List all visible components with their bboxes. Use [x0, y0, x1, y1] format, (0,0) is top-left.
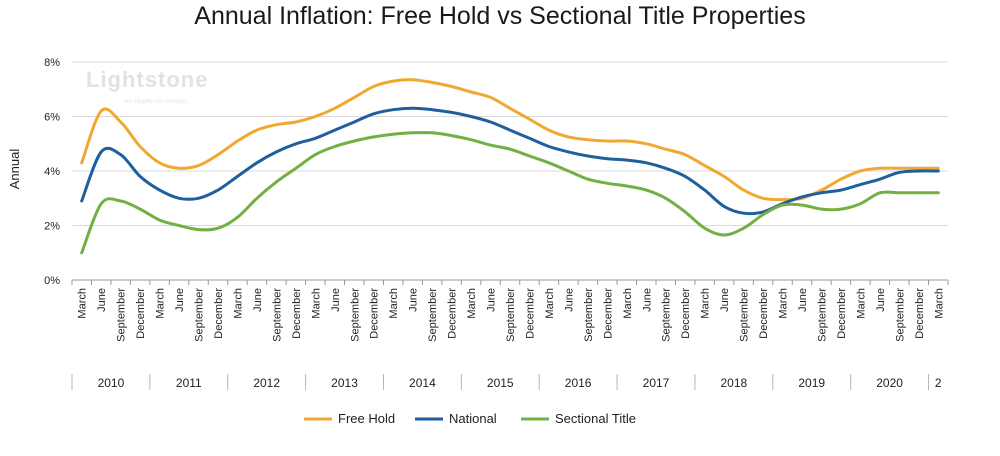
year-label: 2012 — [253, 376, 280, 390]
year-label: 2011 — [176, 376, 202, 390]
x-axis: March June September December March June Septe… — [71, 280, 949, 390]
x-tick-label: December — [369, 288, 381, 339]
legend-label-sectional-title: Sectional Title — [555, 411, 636, 426]
x-tick-label: December — [524, 288, 536, 339]
x-tick-label: June — [641, 288, 653, 312]
series-line-sectional-title — [80, 131, 940, 255]
x-tick-label: June — [563, 288, 575, 312]
x-tick-label: December — [836, 288, 848, 339]
y-tick-label: 0% — [44, 275, 60, 287]
x-tick-label: December — [447, 288, 459, 339]
series-line-free-hold — [80, 78, 940, 202]
y-axis-title: Annual — [7, 149, 22, 190]
year-label: 2017 — [643, 376, 670, 390]
legend-label-national: National — [449, 411, 497, 426]
y-axis: 0% 2% 4% 6% 8% — [44, 57, 60, 287]
chart-title: Annual Inflation: Free Hold vs Sectional… — [194, 2, 806, 30]
x-tick-label: March — [622, 288, 634, 319]
x-tick-label: September — [505, 288, 517, 342]
x-tick-label: June — [875, 288, 887, 312]
year-label: 2016 — [565, 376, 592, 390]
y-tick-label: 8% — [44, 57, 60, 69]
x-tick-label: September — [116, 288, 128, 342]
x-tick-label: September — [661, 288, 673, 342]
y-tick-label: 4% — [44, 166, 60, 178]
x-tick-label: September — [427, 288, 439, 342]
x-tick-label: March — [544, 288, 556, 319]
x-tick-label: September — [271, 288, 283, 342]
watermark-logo: Lightstone we simplify the complex — [86, 67, 208, 105]
x-tick-label: September — [583, 288, 595, 342]
x-tick-label: March — [778, 288, 790, 319]
x-tick-label: September — [816, 288, 828, 342]
x-tick-label: March — [232, 288, 244, 319]
year-label: 2 — [935, 376, 942, 390]
series-line-national — [80, 106, 940, 216]
year-label: 2019 — [798, 376, 825, 390]
x-tick-label: June — [174, 288, 186, 312]
x-tick-label: March — [388, 288, 400, 319]
x-tick-label: December — [602, 288, 614, 339]
x-tick-label: December — [135, 288, 147, 339]
gridlines — [72, 61, 948, 281]
x-tick-label: June — [96, 288, 108, 312]
legend-label-free-hold: Free Hold — [338, 411, 395, 426]
x-tick-label: March — [466, 288, 478, 319]
x-tick-label: June — [797, 288, 809, 312]
year-label: 2013 — [331, 376, 358, 390]
x-tick-label: March — [310, 288, 322, 319]
x-tick-label: June — [719, 288, 731, 312]
year-label: 2018 — [721, 376, 748, 390]
y-tick-label: 6% — [44, 112, 60, 124]
x-tick-label: December — [914, 288, 926, 339]
x-tick-label: December — [291, 288, 303, 339]
x-tick-label: June — [330, 288, 342, 312]
x-tick-label: March — [933, 288, 945, 319]
year-label: 2020 — [876, 376, 903, 390]
year-label: 2010 — [98, 376, 125, 390]
year-label: 2015 — [487, 376, 514, 390]
x-tick-label: June — [252, 288, 264, 312]
x-tick-label: March — [855, 288, 867, 319]
x-tick-label: March — [700, 288, 712, 319]
series-lines — [80, 78, 940, 255]
x-tick-label: June — [486, 288, 498, 312]
x-tick-label: September — [349, 288, 361, 342]
year-label: 2014 — [409, 376, 436, 390]
x-tick-label: June — [408, 288, 420, 312]
x-tick-label: September — [739, 288, 751, 342]
x-tick-label: December — [213, 288, 225, 339]
watermark-tagline: we simplify the complex — [123, 99, 187, 105]
y-tick-label: 2% — [44, 221, 60, 233]
watermark-brand: Lightstone — [86, 67, 208, 92]
x-tick-label: September — [194, 288, 206, 342]
x-tick-label: December — [758, 288, 770, 339]
legend: Free Hold National Sectional Title — [304, 411, 636, 426]
x-tick-label: December — [680, 288, 692, 339]
x-tick-label: March — [155, 288, 167, 319]
x-tick-label: March — [77, 288, 89, 319]
x-tick-label: September — [894, 288, 906, 342]
